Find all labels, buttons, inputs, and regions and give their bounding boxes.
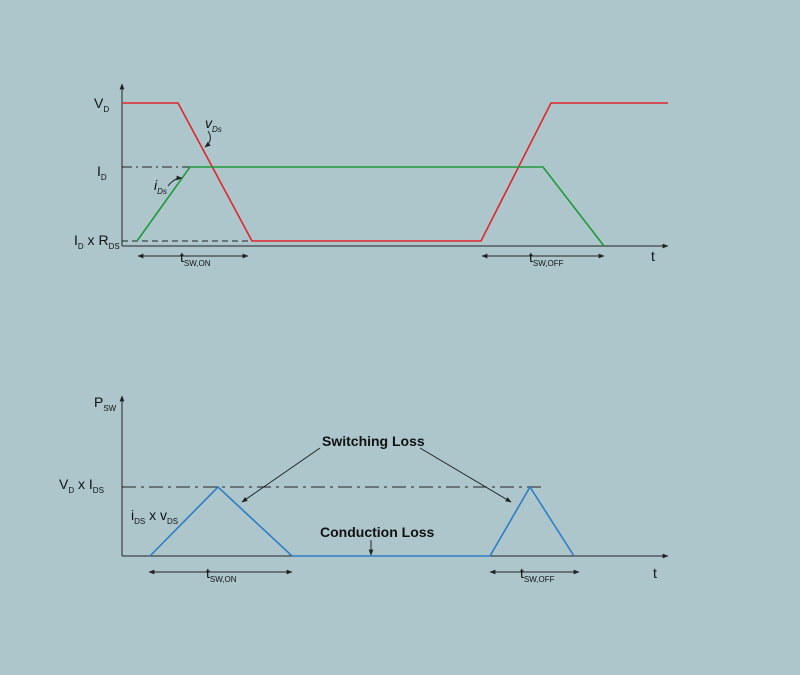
vdid-label: VD x IDS: [59, 476, 104, 495]
label-text: i: [131, 507, 134, 523]
label-sub: SW: [103, 404, 116, 413]
label-sub: SW,OFF: [524, 575, 555, 584]
vd-label: VD: [94, 95, 109, 114]
top-plot: VD ID ID x RDS vDs iDs tSW,ON tSW,OFF t: [74, 83, 669, 268]
label-sub: Ds: [157, 187, 167, 196]
ids-pointer: [167, 175, 183, 187]
x-axis-label: t: [651, 248, 655, 264]
label-text: t: [206, 565, 210, 581]
label-sub: SW,ON: [184, 259, 211, 268]
switching-loss-pointer: [419, 447, 512, 503]
tsw-off-label: tSW,OFF: [529, 249, 564, 268]
label-sub: D: [68, 486, 74, 495]
tsw-off-label: tSW,OFF: [520, 565, 555, 584]
label-text: i: [154, 177, 158, 193]
vds-pointer: [204, 130, 211, 148]
label-sub: D: [78, 242, 84, 251]
label-text: t: [520, 565, 524, 581]
label-text: t: [529, 249, 533, 265]
label-text: x R: [84, 232, 109, 248]
label-sub: DS: [134, 517, 145, 526]
tsw-on-label: tSW,ON: [206, 565, 237, 584]
label-sub: SW,ON: [210, 575, 237, 584]
label-sub: SW,OFF: [533, 259, 564, 268]
tsw-on-label: tSW,ON: [180, 249, 211, 268]
vds-waveform: [122, 102, 668, 242]
label-text: I: [97, 163, 101, 179]
label-text: V: [94, 95, 104, 111]
idrds-label: ID x RDS: [74, 232, 120, 251]
label-text: t: [180, 249, 184, 265]
x-axis-label: t: [653, 565, 657, 581]
switching-loss-label: Switching Loss: [322, 433, 425, 449]
conduction-loss-label: Conduction Loss: [320, 524, 435, 540]
label-text: V: [59, 476, 69, 492]
vds-label: vDs: [205, 115, 222, 134]
idsvds-label: iDS x vDS: [131, 507, 178, 526]
switching-loss-pointer: [241, 447, 321, 503]
label-sub: DS: [93, 486, 104, 495]
label-text: x I: [74, 476, 93, 492]
psw-label: PSW: [94, 394, 117, 413]
ids-label: iDs: [154, 177, 167, 196]
label-text: v: [205, 115, 213, 131]
label-sub: Ds: [212, 125, 222, 134]
bottom-plot: PSW VD x IDS iDS x vDS Switching Loss Co…: [59, 394, 669, 584]
label-sub: D: [101, 173, 107, 182]
id-label: ID: [97, 163, 107, 182]
label-text: I: [74, 232, 78, 248]
label-text: x v: [145, 507, 167, 523]
ids-waveform: [136, 166, 605, 247]
label-sub: DS: [167, 517, 178, 526]
label-text: P: [94, 394, 103, 410]
power-waveform: [149, 485, 575, 557]
label-sub: D: [103, 105, 109, 114]
label-sub: DS: [109, 242, 120, 251]
